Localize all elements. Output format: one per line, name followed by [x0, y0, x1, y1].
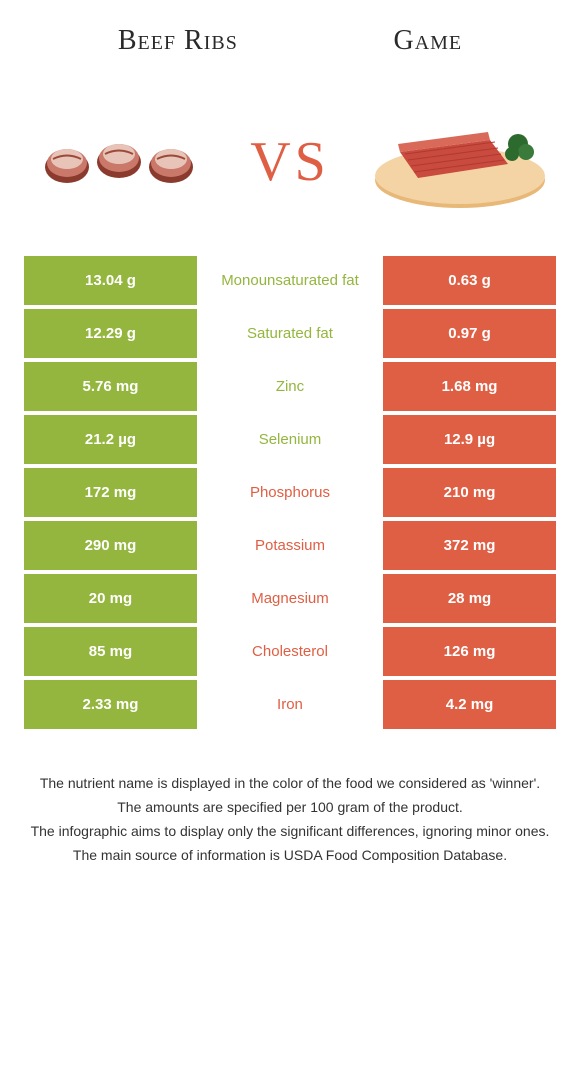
- nutrient-name-cell: Selenium: [201, 415, 379, 464]
- footer-line-1: The nutrient name is displayed in the co…: [25, 773, 555, 794]
- right-food-title: Game: [393, 25, 462, 57]
- right-value-cell: 126 mg: [383, 627, 556, 676]
- nutrient-row: 290 mgPotassium372 mg: [24, 521, 556, 570]
- right-value-cell: 0.97 g: [383, 309, 556, 358]
- beef-ribs-image: [30, 102, 210, 222]
- footer-line-3: The infographic aims to display only the…: [25, 821, 555, 842]
- header-row: Beef Ribs Game: [0, 0, 580, 72]
- left-value-cell: 5.76 mg: [24, 362, 197, 411]
- nutrient-name-cell: Magnesium: [201, 574, 379, 623]
- nutrient-name-cell: Monounsaturated fat: [201, 256, 379, 305]
- right-value-cell: 12.9 µg: [383, 415, 556, 464]
- left-value-cell: 12.29 g: [24, 309, 197, 358]
- right-value-cell: 0.63 g: [383, 256, 556, 305]
- right-value-cell: 28 mg: [383, 574, 556, 623]
- right-value-cell: 210 mg: [383, 468, 556, 517]
- nutrient-row: 5.76 mgZinc1.68 mg: [24, 362, 556, 411]
- right-value-cell: 4.2 mg: [383, 680, 556, 729]
- left-value-cell: 20 mg: [24, 574, 197, 623]
- left-food-title: Beef Ribs: [118, 25, 238, 57]
- footer-notes: The nutrient name is displayed in the co…: [0, 733, 580, 889]
- nutrient-name-cell: Cholesterol: [201, 627, 379, 676]
- left-value-cell: 172 mg: [24, 468, 197, 517]
- nutrient-name-cell: Saturated fat: [201, 309, 379, 358]
- left-value-cell: 85 mg: [24, 627, 197, 676]
- comparison-row: VS: [0, 72, 580, 252]
- nutrient-row: 20 mgMagnesium28 mg: [24, 574, 556, 623]
- nutrient-name-cell: Iron: [201, 680, 379, 729]
- nutrient-row: 13.04 gMonounsaturated fat0.63 g: [24, 256, 556, 305]
- footer-line-4: The main source of information is USDA F…: [25, 845, 555, 866]
- vs-label: VS: [250, 130, 330, 194]
- nutrient-name-cell: Phosphorus: [201, 468, 379, 517]
- nutrient-row: 12.29 gSaturated fat0.97 g: [24, 309, 556, 358]
- left-value-cell: 13.04 g: [24, 256, 197, 305]
- footer-line-2: The amounts are specified per 100 gram o…: [25, 797, 555, 818]
- nutrient-name-cell: Potassium: [201, 521, 379, 570]
- nutrient-row: 172 mgPhosphorus210 mg: [24, 468, 556, 517]
- nutrient-row: 2.33 mgIron4.2 mg: [24, 680, 556, 729]
- nutrient-name-cell: Zinc: [201, 362, 379, 411]
- left-value-cell: 2.33 mg: [24, 680, 197, 729]
- right-value-cell: 1.68 mg: [383, 362, 556, 411]
- nutrient-table: 13.04 gMonounsaturated fat0.63 g12.29 gS…: [20, 252, 560, 733]
- left-value-cell: 290 mg: [24, 521, 197, 570]
- game-meat-image: [370, 102, 550, 222]
- nutrient-table-container: 13.04 gMonounsaturated fat0.63 g12.29 gS…: [0, 252, 580, 733]
- nutrient-row: 85 mgCholesterol126 mg: [24, 627, 556, 676]
- nutrient-row: 21.2 µgSelenium12.9 µg: [24, 415, 556, 464]
- right-value-cell: 372 mg: [383, 521, 556, 570]
- left-value-cell: 21.2 µg: [24, 415, 197, 464]
